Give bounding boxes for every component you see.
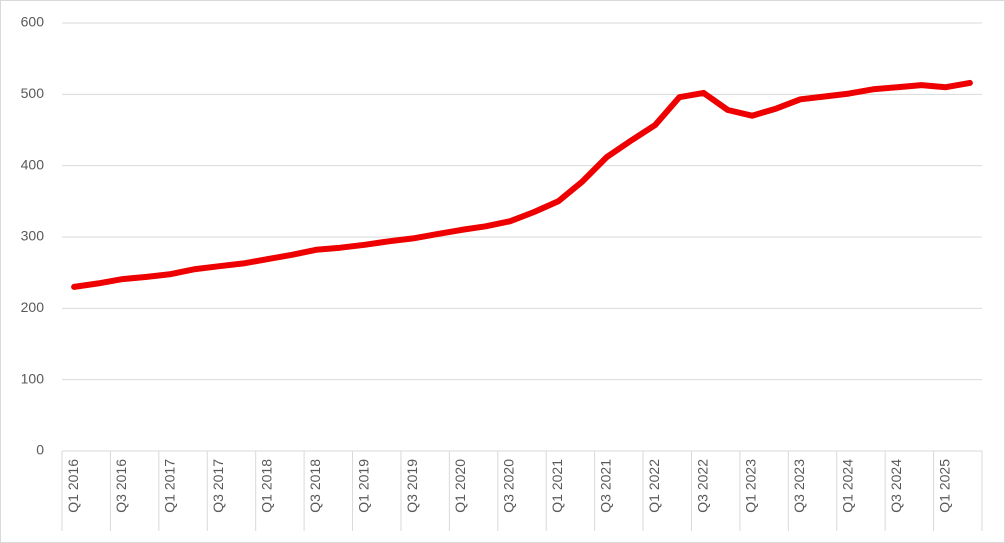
line — [71, 79, 973, 290]
x-tick-label: Q1 2025 — [936, 459, 952, 513]
x-tick-label: Q3 2019 — [404, 459, 420, 513]
x-tick-label: Q1 2018 — [258, 459, 274, 513]
y-tick-label: 500 — [21, 85, 45, 101]
y-tick-label: 200 — [21, 299, 45, 315]
x-tick-label: Q3 2016 — [113, 459, 129, 513]
x-tick-label: Q3 2021 — [597, 459, 613, 513]
x-tick-label: Q1 2016 — [65, 459, 81, 513]
x-tick-label: Q1 2020 — [452, 459, 468, 513]
x-tick-label: Q3 2018 — [307, 459, 323, 513]
x-tick-label: Q3 2017 — [210, 459, 226, 513]
x-tick-label: Q1 2021 — [549, 459, 565, 513]
x-tick-label: Q1 2023 — [743, 459, 759, 513]
x-tick-label: Q3 2020 — [501, 459, 517, 513]
y-tick-label: 100 — [21, 370, 45, 386]
y-tick-label: 600 — [21, 14, 45, 30]
x-tick-label: Q3 2022 — [694, 459, 710, 513]
x-tick-label: Q1 2017 — [162, 459, 178, 513]
x-tick-label: Q3 2024 — [888, 459, 904, 513]
x-tick-label: Q1 2022 — [646, 459, 662, 513]
x-tick-label: Q1 2024 — [840, 459, 856, 513]
x-tick-label: Q1 2019 — [355, 459, 371, 513]
y-tick-label: 300 — [21, 228, 45, 244]
y-tick-label: 400 — [21, 156, 45, 172]
y-tick-label: 0 — [36, 442, 44, 458]
x-tick-label: Q3 2023 — [791, 459, 807, 513]
